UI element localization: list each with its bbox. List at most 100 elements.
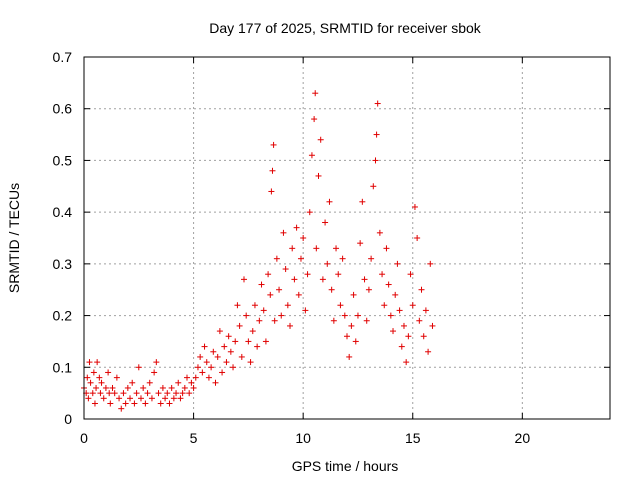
data-point — [118, 405, 125, 412]
data-point — [164, 390, 171, 397]
data-point — [210, 348, 217, 355]
data-point — [113, 374, 120, 381]
data-point — [383, 245, 390, 252]
data-point — [162, 395, 169, 402]
data-point — [420, 333, 427, 340]
data-point — [140, 384, 147, 391]
y-tick-label: 0.5 — [53, 152, 73, 168]
data-point — [127, 395, 134, 402]
data-point — [144, 390, 151, 397]
x-tick-label: 20 — [515, 430, 531, 446]
data-point — [190, 384, 197, 391]
data-point — [346, 353, 353, 360]
data-point — [302, 307, 309, 314]
data-point — [282, 266, 289, 273]
data-point — [344, 333, 350, 340]
data-point — [357, 240, 364, 247]
data-point — [102, 384, 109, 391]
data-point — [271, 317, 278, 324]
data-point — [409, 302, 416, 309]
data-point — [197, 353, 204, 360]
data-point — [335, 271, 342, 278]
data-point — [427, 260, 434, 267]
data-point — [352, 338, 359, 345]
data-point — [86, 359, 93, 366]
data-point — [330, 317, 337, 324]
data-point — [396, 307, 403, 314]
data-point — [254, 343, 261, 350]
data-point — [311, 116, 318, 123]
data-point — [146, 379, 153, 386]
data-point — [232, 338, 239, 345]
data-point — [120, 390, 127, 397]
data-point — [304, 271, 311, 278]
data-point — [280, 229, 287, 236]
data-point — [194, 364, 201, 371]
data-point — [418, 286, 425, 293]
data-point — [289, 245, 296, 252]
data-point — [267, 291, 274, 298]
data-point — [414, 235, 421, 241]
data-point — [129, 379, 136, 386]
data-point — [97, 390, 104, 397]
data-point — [284, 302, 291, 309]
y-tick-label: 0.3 — [53, 256, 73, 272]
x-axis-label: GPS time / hours — [292, 458, 399, 474]
data-point — [221, 343, 228, 350]
data-point — [111, 390, 118, 397]
data-point — [422, 307, 429, 314]
data-point — [407, 271, 414, 278]
data-point — [133, 390, 140, 397]
y-tick-label: 0.4 — [53, 204, 73, 220]
data-point — [109, 384, 116, 391]
data-point — [166, 400, 173, 407]
data-point — [312, 90, 319, 97]
data-point — [107, 400, 114, 407]
data-point — [276, 286, 283, 293]
data-point — [148, 395, 155, 402]
grid — [84, 57, 610, 419]
data-point — [376, 229, 383, 236]
data-point — [153, 359, 160, 366]
data-point — [124, 384, 131, 391]
data-point — [188, 379, 195, 386]
chart-title: Day 177 of 2025, SRMTID for receiver sbo… — [209, 20, 482, 36]
data-point — [308, 152, 315, 159]
data-point — [91, 400, 98, 407]
data-point — [322, 219, 329, 226]
data-point — [268, 188, 275, 195]
data-point — [372, 157, 379, 164]
data-point — [184, 374, 191, 381]
y-axis-label: SRMTID / TECUs — [6, 183, 22, 293]
data-point — [361, 276, 368, 283]
data-point — [245, 338, 252, 345]
plot-frame — [83, 56, 611, 420]
data-point — [214, 353, 221, 360]
data-point — [315, 172, 322, 179]
data-point — [106, 390, 113, 397]
data-point — [373, 131, 380, 138]
data-point — [339, 255, 346, 262]
data-point — [326, 198, 333, 205]
data-point — [269, 167, 276, 174]
data-point — [116, 395, 123, 402]
data-point — [142, 400, 149, 407]
data-point — [381, 302, 388, 309]
data-point — [225, 333, 232, 340]
x-tick-label: 0 — [80, 430, 88, 446]
data-point — [186, 390, 193, 397]
data-point — [223, 359, 230, 366]
data-point — [155, 390, 162, 397]
data-point — [208, 364, 215, 371]
data-point — [96, 374, 103, 381]
data-point — [400, 322, 407, 329]
data-point — [89, 390, 96, 397]
data-point — [234, 302, 241, 309]
data-point — [243, 312, 250, 319]
data-point — [135, 364, 142, 371]
data-point — [177, 395, 184, 402]
data-point — [359, 198, 366, 205]
data-point — [295, 291, 302, 298]
data-point — [173, 390, 180, 397]
data-point — [306, 209, 313, 216]
